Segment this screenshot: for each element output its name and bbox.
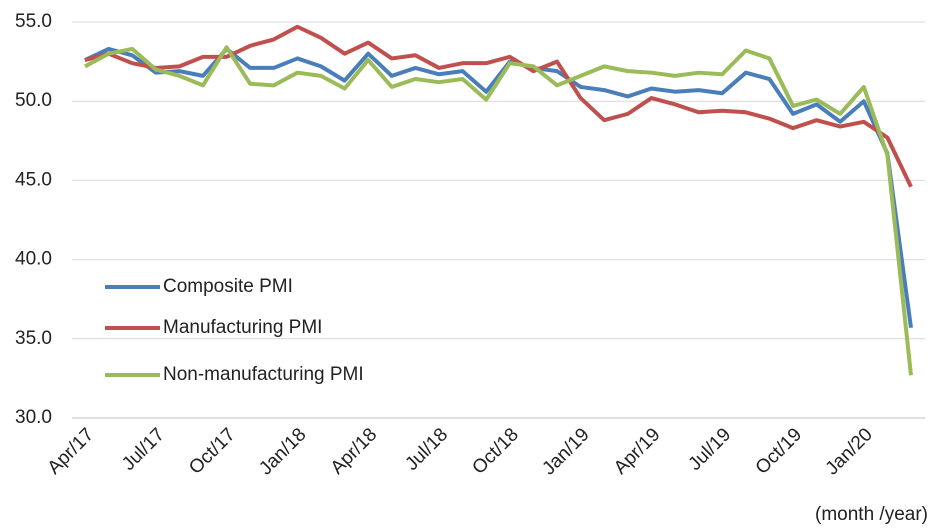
x-axis-label: (month /year) bbox=[815, 504, 928, 525]
x-tick-label: Jan/18 bbox=[255, 424, 310, 479]
x-tick-label: Jan/19 bbox=[538, 424, 593, 479]
data-line bbox=[84, 45, 913, 376]
y-tick-label: 35.0 bbox=[15, 328, 52, 349]
x-tick-label: Jul/18 bbox=[401, 424, 452, 475]
x-tick-label: Jan/20 bbox=[822, 424, 877, 479]
y-tick-label: 40.0 bbox=[15, 249, 52, 270]
y-tick-label: 50.0 bbox=[15, 90, 52, 111]
x-tick-label: Apr/17 bbox=[44, 424, 98, 478]
y-tick-label: 30.0 bbox=[15, 407, 52, 428]
x-tick-label: Jul/19 bbox=[685, 424, 736, 475]
x-tick-label: Jul/17 bbox=[118, 424, 169, 475]
x-tick-label: Oct/17 bbox=[185, 424, 239, 478]
legend-label: Non-manufacturing PMI bbox=[163, 364, 364, 385]
y-tick-label: 45.0 bbox=[15, 169, 52, 190]
x-tick-label: Oct/18 bbox=[468, 424, 522, 478]
x-tick-label: Apr/19 bbox=[610, 424, 664, 478]
x-tick-label: Oct/19 bbox=[752, 424, 806, 478]
x-tick-label: Apr/18 bbox=[327, 424, 381, 478]
y-tick-label: 55.0 bbox=[15, 11, 52, 32]
legend-label: Manufacturing PMI bbox=[163, 317, 322, 338]
legend-label: Composite PMI bbox=[163, 276, 293, 297]
